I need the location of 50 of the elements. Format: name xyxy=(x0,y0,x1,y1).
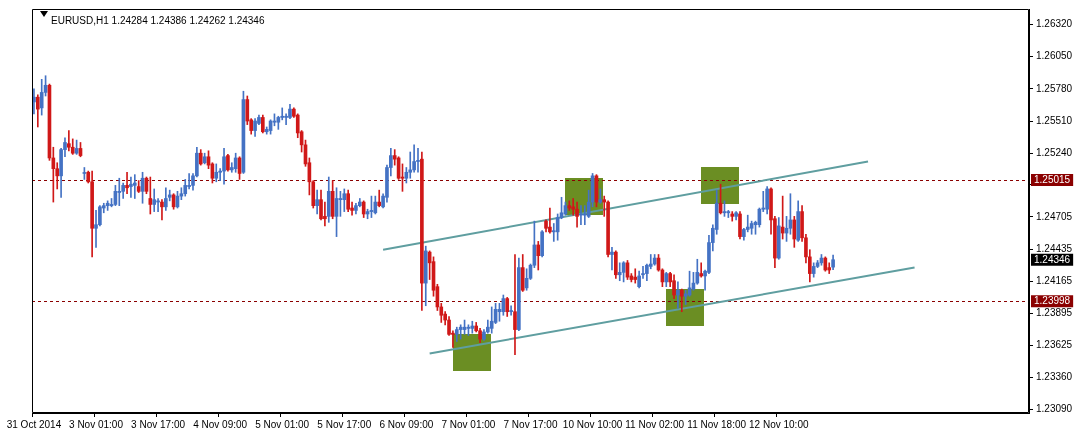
candlestick xyxy=(132,174,137,199)
candlestick xyxy=(67,130,71,152)
candlestick xyxy=(598,188,603,204)
candlestick xyxy=(582,205,587,226)
y-tick-label: 1.23625 xyxy=(1036,339,1073,351)
x-tick-label: 4 Nov 09:00 xyxy=(193,418,248,430)
candlestick xyxy=(160,199,164,221)
candlestick xyxy=(187,173,191,190)
x-tick-label: 31 Oct 2014 xyxy=(6,418,62,430)
y-tick-label: 1.23895 xyxy=(1036,307,1073,319)
y-tick-label: 1.26050 xyxy=(1036,50,1073,62)
y-tick-label: 1.24435 xyxy=(1036,242,1073,254)
x-tick-label: 11 Nov 18:00 xyxy=(687,418,747,430)
ref-line-label: 1.23998 xyxy=(1034,295,1071,307)
y-tick-label: 1.23360 xyxy=(1036,371,1073,382)
y-tick-label: 1.25240 xyxy=(1036,146,1073,158)
x-tick-label: 11 Nov 02:00 xyxy=(625,418,685,430)
candlestick xyxy=(617,262,622,282)
x-tick-label: 3 Nov 17:00 xyxy=(131,418,186,430)
y-tick-label: 1.25510 xyxy=(1036,114,1073,126)
x-tick-label: 3 Nov 01:00 xyxy=(69,418,124,430)
candlestick xyxy=(610,247,614,271)
candlestick xyxy=(284,113,288,125)
candlestick xyxy=(323,201,327,227)
candlestick xyxy=(513,254,517,355)
x-tick-label: 7 Nov 01:00 xyxy=(441,418,496,430)
candlestick xyxy=(148,176,153,215)
candlestick xyxy=(633,268,638,284)
text: EURUSD,H1 1.24284 1.24386 1.24262 1.24346 xyxy=(51,14,265,26)
x-tick-label: 10 Nov 10:00 xyxy=(562,418,623,430)
y-tick-label: 1.24165 xyxy=(1036,275,1073,287)
ref-line-label: 1.25015 xyxy=(1034,174,1071,186)
candlestick xyxy=(509,305,513,316)
candlestick xyxy=(579,205,583,226)
candlestick xyxy=(458,324,463,340)
candlestick xyxy=(676,281,680,309)
x-tick-label: 6 Nov 09:00 xyxy=(379,418,434,430)
text: 1.24346 xyxy=(1034,253,1071,265)
x-tick-label: 12 Nov 10:00 xyxy=(749,418,809,430)
candlestick xyxy=(129,176,133,198)
x-tick-label: 7 Nov 17:00 xyxy=(503,418,558,430)
candlestick xyxy=(125,171,129,195)
x-tick-label: 5 Nov 01:00 xyxy=(255,418,310,430)
candlestick xyxy=(416,148,420,173)
y-tick-label: 1.23090 xyxy=(1036,403,1073,415)
candlestick xyxy=(548,207,552,234)
y-tick-label: 1.26320 xyxy=(1036,18,1073,30)
y-tick-label: 1.24705 xyxy=(1036,210,1073,222)
x-tick-label: 5 Nov 17:00 xyxy=(317,418,372,430)
y-tick-label: 1.25780 xyxy=(1036,82,1073,94)
